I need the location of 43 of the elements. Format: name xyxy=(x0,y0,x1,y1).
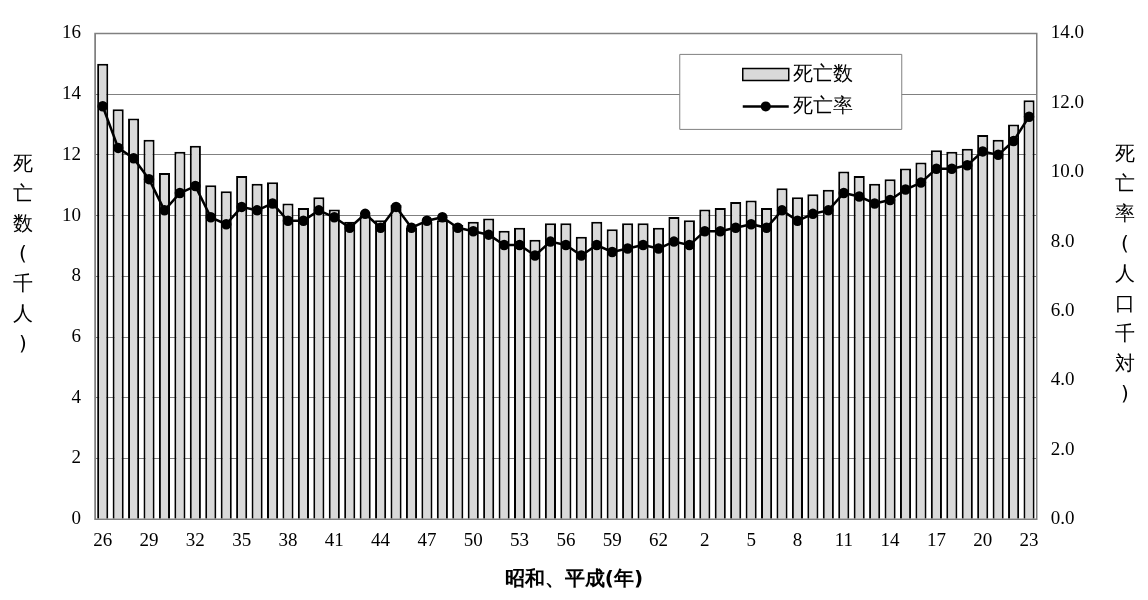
x-tick-label: 17 xyxy=(926,528,946,550)
x-tick-label: 53 xyxy=(510,528,530,550)
x-tick-label: 26 xyxy=(93,528,113,550)
x-tick-label: 20 xyxy=(973,528,993,550)
y2-tick-label: 10.0 xyxy=(1050,160,1084,182)
x-tick-label: 23 xyxy=(1019,528,1039,550)
x-tick-label: 59 xyxy=(602,528,622,550)
x-tick-label: 32 xyxy=(185,528,205,550)
y2-tick-label: 4.0 xyxy=(1050,368,1075,390)
x-tick-label: 5 xyxy=(746,528,756,550)
x-tick-label: 35 xyxy=(232,528,252,550)
y-tick-label: 14 xyxy=(62,82,82,104)
y-tick-label: 2 xyxy=(71,446,81,468)
legend-label: 死亡数 xyxy=(792,60,853,85)
x-tick-label: 29 xyxy=(139,528,159,550)
y-tick-label: 10 xyxy=(62,203,81,225)
y-tick-label: 0 xyxy=(71,507,81,529)
y-tick-label: 8 xyxy=(71,264,81,286)
y-tick-label: 12 xyxy=(62,142,81,164)
y2-tick-label: 6.0 xyxy=(1050,298,1075,320)
y2-tick-label: 0.0 xyxy=(1050,507,1075,529)
x-tick-label: 50 xyxy=(463,528,483,550)
x-tick-label: 56 xyxy=(556,528,576,550)
x-tick-label: 62 xyxy=(649,528,669,550)
x-tick-label: 14 xyxy=(880,528,901,550)
y-tick-label: 16 xyxy=(62,21,81,43)
y-axis-title: 死亡数(千人) xyxy=(12,150,34,357)
y2-tick-label: 12.0 xyxy=(1050,90,1084,112)
x-tick-label: 38 xyxy=(278,528,298,550)
y2-tick-label: 8.0 xyxy=(1050,229,1075,251)
y-tick-label: 6 xyxy=(71,325,81,347)
x-tick-label: 41 xyxy=(324,528,344,550)
y-tick-label: 4 xyxy=(71,385,82,407)
x-axis-title: 昭和、平成(年) xyxy=(503,565,645,592)
x-tick-label: 8 xyxy=(792,528,803,550)
x-tick-label: 11 xyxy=(834,528,853,550)
x-tick-label: 47 xyxy=(417,528,437,550)
x-tick-label: 44 xyxy=(371,528,391,550)
text: 死亡率(人口千対) xyxy=(1115,141,1135,405)
y2-tick-label: 14.0 xyxy=(1050,21,1084,43)
legend-label: 死亡率 xyxy=(792,92,853,117)
y2-tick-label: 2.0 xyxy=(1050,437,1075,459)
x-tick-label: 2 xyxy=(700,528,710,550)
